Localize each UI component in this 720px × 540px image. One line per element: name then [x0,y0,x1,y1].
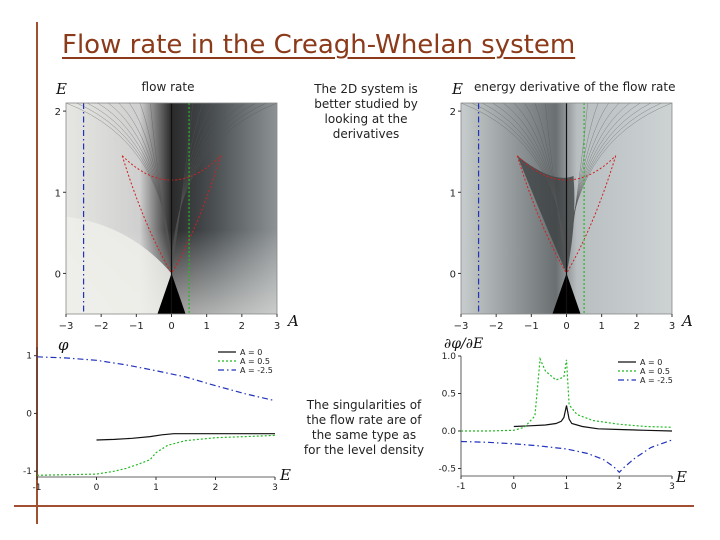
slide-title: Flow rate in the Creagh-Whelan system [62,30,576,60]
heatmap1-xtick-label: 1 [203,321,209,332]
line1-ytick-label: 0 [26,409,32,419]
frame-horizontal-rule [14,505,694,507]
heatmap2-contour-left [460,102,567,274]
heatmap2-contour-right [566,102,599,274]
heatmap2-xtick-label: 3 [669,321,675,332]
line1-series-1 [36,434,276,476]
heatmap1-ytick-label: 1 [55,188,61,199]
heatmap1-xtick-label: −2 [94,321,109,332]
heatmap1-contour-right [171,102,193,274]
caption-2d-system: The 2D system is better studied by looki… [314,82,418,141]
line2-xtick-label: 0 [511,482,517,492]
line2-xlabel: E [676,468,687,486]
heatmap2-xtick-label: 0 [563,321,569,332]
line1-ylabel: φ [58,336,69,354]
frame-vertical-rule [36,22,38,524]
heatmap2-xlabel: A [682,312,693,330]
line2-legend-label: A = -2.5 [640,376,673,385]
heatmap1-contour-right [171,102,278,274]
line2-series-1 [461,356,673,432]
heatmap1-contour-right [171,102,204,274]
line1-series-0 [96,433,275,441]
heatmap1-xtick-label: −1 [129,321,144,332]
heatmap2-ylabel: E [452,80,463,98]
heatmap2-contour-right [566,102,588,274]
line1-legend-label: A = 0.5 [240,357,270,366]
line1-xtick-label: -1 [33,483,42,493]
line1-ytick-label: 1 [26,352,32,362]
heatmap2-dark-wedge [517,155,575,274]
heatmap2-contour-left [545,102,567,274]
heatmap1-xtick-label: 0 [168,321,174,332]
caption-flow-rate: flow rate [141,80,195,94]
heatmap1-ytick-label: 0 [55,269,61,280]
line2-xtick-label: -1 [457,482,466,492]
heatmap1-xtick-label: −3 [59,321,74,332]
heatmap1-contour-left [139,102,172,274]
line2-ytick-label: 1.0 [442,352,457,362]
heatmap2-xtick-label: 2 [634,321,640,332]
heatmap1-contour-left [150,102,172,274]
line1-legend-label: A = -2.5 [240,366,273,375]
line1-legend-label: A = 0 [240,348,262,357]
heatmap2-xtick-label: −1 [524,321,539,332]
caption-singularities: The singularities of the flow rate are o… [303,398,425,457]
heatmap1-xlabel: A [288,312,299,330]
line2-series-0 [513,405,673,432]
line2-legend-label: A = 0 [640,358,662,367]
line2-xtick-label: 3 [669,482,675,492]
heatmap2-xtick-label: −2 [489,321,504,332]
line2-xtick-label: 1 [564,482,570,492]
heatmap2-ytick-label: 2 [450,107,456,118]
heatmap1-ylabel: E [56,80,67,98]
line2-ylabel: ∂φ/∂E [444,336,484,352]
line2-xtick-label: 2 [616,482,622,492]
line1-xtick-label: 1 [153,483,159,493]
line1-xlabel: E [280,466,291,484]
heatmap2-xtick-label: −3 [454,321,469,332]
line2-series-2 [460,439,673,474]
heatmap1-light-region [66,216,172,314]
heatmap1-ytick-label: 2 [55,107,61,118]
line2-ytick-label: -0.5 [438,465,456,475]
line2-ytick-label: 0.0 [442,427,457,437]
heatmap2-ytick-label: 0 [450,269,456,280]
heatmap2-xtick-label: 1 [598,321,604,332]
line2-legend-label: A = 0.5 [640,367,670,376]
line1-xtick-label: 3 [272,483,278,493]
heatmap1-contour-left [65,102,172,274]
caption-energy-derivative: energy derivative of the flow rate [474,80,676,94]
heatmap2-contour-right [566,102,673,274]
line1-xtick-label: 0 [94,483,100,493]
line1-ytick-label: -1 [23,467,32,477]
heatmap2-contour-left [534,102,567,274]
heatmap1-xtick-label: 2 [239,321,245,332]
line2-ytick-label: 0.5 [442,390,456,400]
line1-xtick-label: 2 [213,483,219,493]
heatmap1-xtick-label: 3 [274,321,280,332]
heatmap2-ytick-label: 1 [450,188,456,199]
